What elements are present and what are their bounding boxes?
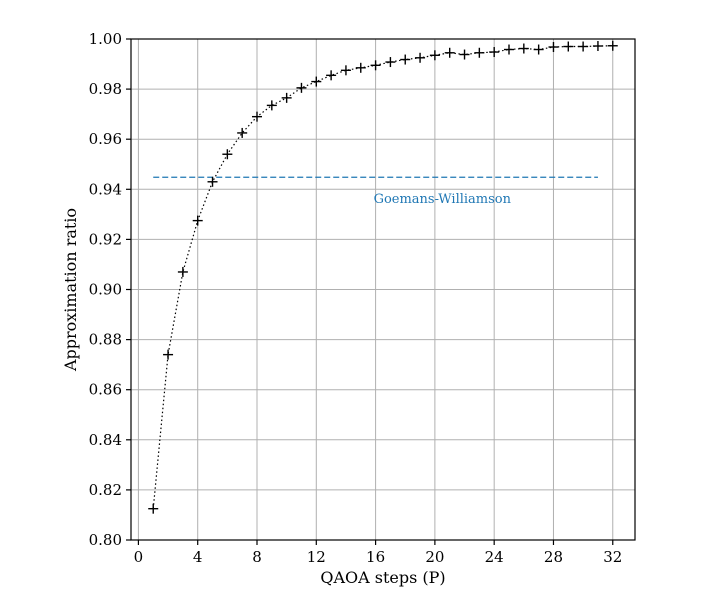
data-point xyxy=(592,41,603,52)
data-point xyxy=(148,503,159,514)
data-point xyxy=(163,349,174,360)
data-point xyxy=(607,40,618,51)
data-point xyxy=(533,44,544,55)
x-tick-label: 16 xyxy=(366,548,385,566)
y-tick-label: 0.84 xyxy=(89,431,122,449)
data-point xyxy=(222,149,233,160)
y-tick-label: 0.82 xyxy=(89,481,122,499)
data-series xyxy=(148,40,618,514)
y-tick-label: 0.92 xyxy=(89,230,122,248)
y-axis-title: Approximation ratio xyxy=(61,208,80,372)
x-tick-label: 28 xyxy=(544,548,563,566)
y-tick-label: 0.98 xyxy=(89,80,122,98)
data-point xyxy=(326,70,337,81)
data-point xyxy=(266,100,277,111)
data-point xyxy=(281,92,292,103)
y-tick-label: 0.94 xyxy=(89,180,122,198)
y-tick-label: 0.90 xyxy=(89,281,122,299)
reference-line-group: Goemans-Williamson xyxy=(153,176,598,207)
x-tick-label: 12 xyxy=(307,548,326,566)
y-axis: 0.80 0.82 0.84 0.86 0.88 0.90 0.92 0.94 0.96 0.98… xyxy=(89,30,131,549)
x-tick-label: 8 xyxy=(252,548,262,566)
x-tick-label: 24 xyxy=(485,548,504,566)
x-tick-label: 4 xyxy=(193,548,203,566)
data-point xyxy=(252,111,262,122)
data-point xyxy=(355,62,366,73)
series-line xyxy=(152,45,613,509)
data-point xyxy=(459,49,470,60)
goemans-williamson-label: Goemans-Williamson xyxy=(374,192,512,207)
data-point xyxy=(474,47,485,58)
data-point xyxy=(192,215,203,226)
data-point xyxy=(400,54,411,65)
data-point xyxy=(489,47,500,58)
data-point xyxy=(207,176,218,187)
data-point xyxy=(385,57,396,68)
data-point xyxy=(311,76,322,87)
x-axis: 0 4 8 12 16 20 24 28 32 xyxy=(134,540,622,566)
x-axis-title: QAOA steps (P) xyxy=(320,568,445,587)
data-point xyxy=(370,60,381,71)
data-point xyxy=(548,42,559,53)
x-tick-label: 0 xyxy=(134,548,144,566)
data-point xyxy=(296,82,307,93)
data-point xyxy=(177,266,188,277)
data-point xyxy=(444,47,455,58)
y-tick-label: 1.00 xyxy=(89,30,122,48)
data-point xyxy=(563,41,574,52)
data-point xyxy=(429,50,440,61)
data-point xyxy=(340,65,351,76)
y-tick-label: 0.88 xyxy=(89,331,122,349)
y-tick-label: 0.86 xyxy=(89,381,122,399)
data-point xyxy=(237,127,248,138)
y-tick-label: 0.80 xyxy=(89,531,122,549)
data-point xyxy=(415,52,426,63)
data-point xyxy=(518,43,529,54)
x-tick-label: 20 xyxy=(425,548,444,566)
data-point xyxy=(504,44,514,55)
data-point xyxy=(578,41,589,52)
grid xyxy=(131,38,635,541)
x-tick-label: 32 xyxy=(603,548,622,566)
y-tick-label: 0.96 xyxy=(89,130,122,148)
